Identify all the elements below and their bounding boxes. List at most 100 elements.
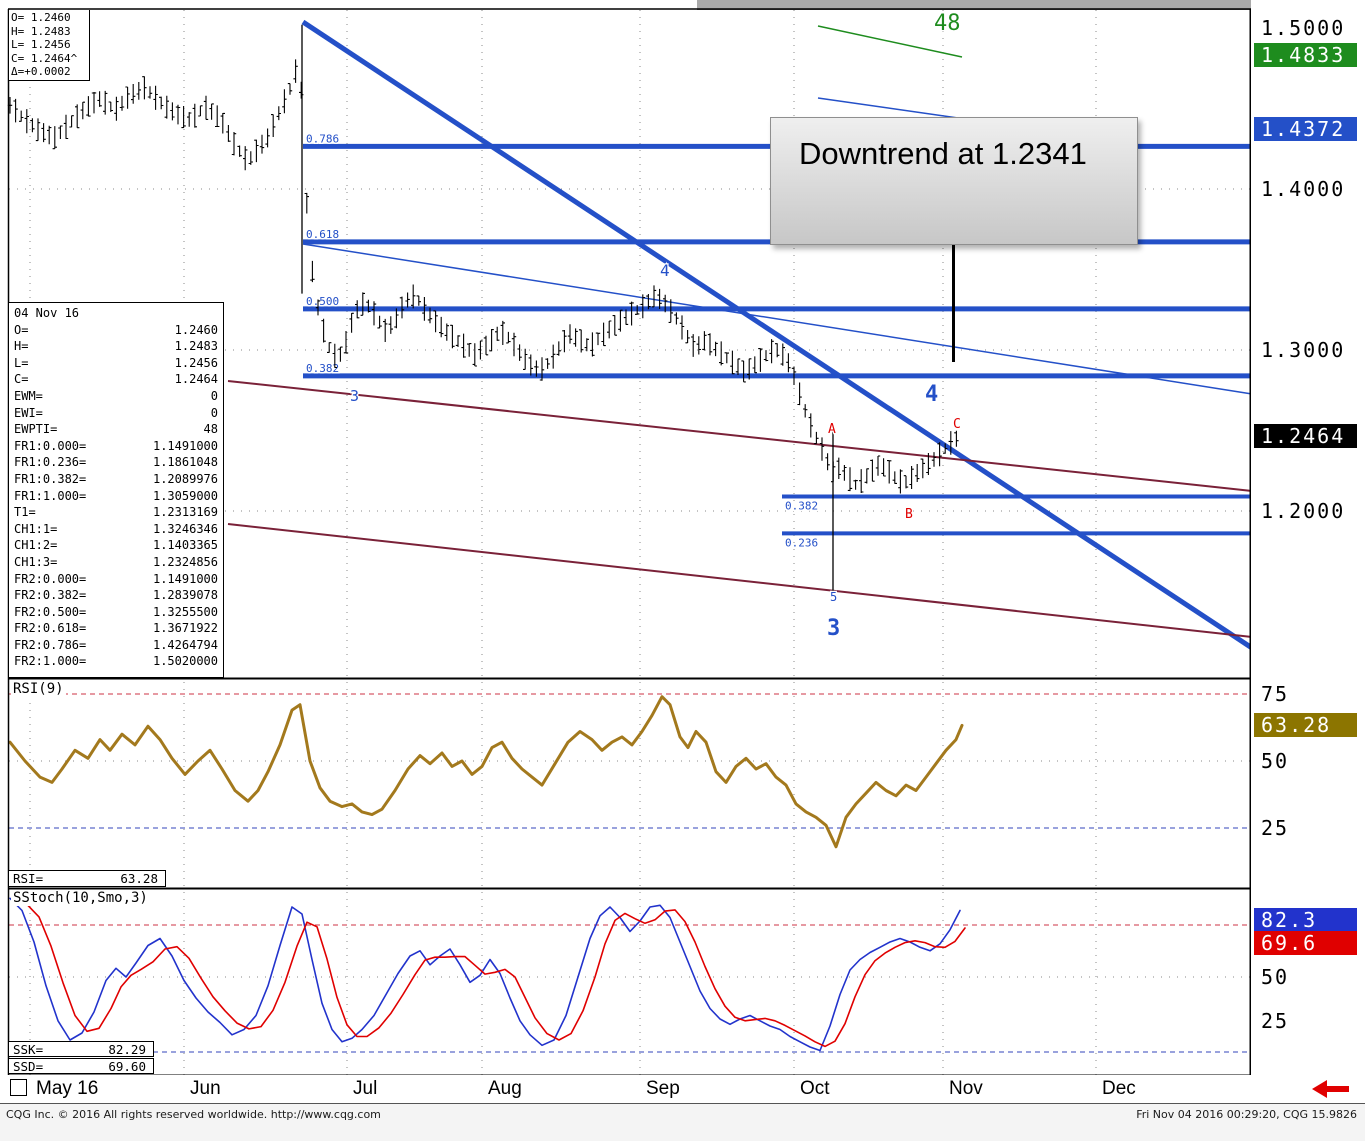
- price-axis-label-1.4000: 1.4000: [1261, 177, 1346, 201]
- price-axis-label-1.3000: 1.3000: [1261, 338, 1346, 362]
- info-box-row: FR1:0.382= 1.2089976: [9, 471, 223, 488]
- wave-label: B: [905, 507, 913, 522]
- downtrend-annotation[interactable]: Downtrend at 1.2341: [770, 117, 1138, 245]
- info-box-row: FR2:0.000= 1.1491000: [9, 571, 223, 588]
- trendline-minor-downtrend[interactable]: [302, 243, 1253, 395]
- stoch-axis-label-69.6: 69.6: [1254, 930, 1357, 955]
- info-box-row-value: 1.3255500: [152, 604, 218, 619]
- month-label-may-16[interactable]: May 16: [36, 1078, 99, 1099]
- info-box-row: L= 1.2456: [9, 355, 223, 372]
- price-axis-label-1.2000: 1.2000: [1261, 499, 1346, 523]
- footer-copyright: CQG Inc. © 2016 All rights reserved worl…: [6, 1108, 381, 1121]
- info-box-row-label: O=: [14, 322, 29, 337]
- info-box-row-label: FR1:0.236=: [14, 455, 87, 470]
- info-box-row-value: 1.2483: [174, 339, 218, 354]
- ohlc-line: Δ=+0.0002: [11, 65, 71, 78]
- info-box-row-value: 1.2464: [174, 372, 218, 387]
- rsi-value: 63.28: [120, 871, 158, 886]
- wave-label: 3: [350, 387, 359, 405]
- month-label-oct[interactable]: Oct: [800, 1078, 830, 1099]
- wave-label: 48: [934, 11, 961, 36]
- info-box-row: FR1:1.000= 1.3059000: [9, 488, 223, 505]
- stoch-ssd-box: SSD= 69.60: [8, 1058, 154, 1074]
- month-label-jun[interactable]: Jun: [190, 1078, 221, 1099]
- wave-label: C: [953, 417, 961, 432]
- info-box-row-label: FR2:0.500=: [14, 604, 87, 619]
- month-label-dec[interactable]: Dec: [1102, 1078, 1136, 1099]
- ohlc-line: C= 1.2464^: [11, 51, 78, 65]
- info-box-row: C= 1.2464: [9, 371, 223, 388]
- info-box-row: FR2:1.000= 1.5020000: [9, 653, 223, 670]
- wave-label: 3: [827, 616, 840, 641]
- ohlc-line: H= 1.2483: [11, 24, 71, 38]
- info-box-row: CH1:2= 1.1403365: [9, 537, 223, 554]
- fib-level-label: 0.786: [306, 132, 339, 145]
- month-label-aug[interactable]: Aug: [488, 1078, 522, 1099]
- info-box-row-value: 1.3671922: [152, 621, 218, 636]
- wave-label: 4: [925, 382, 938, 407]
- ohlc-overlay: O= 1.2460 H= 1.2483 L= 1.2456 C= 1.2464^ Δ=+…: [9, 10, 90, 81]
- info-box-row-label: EWM=: [14, 388, 43, 403]
- study-values-panel: 04 Nov 16 O= 1.2460 H= 1.2483 L= 1.2456 C= 1.246…: [8, 302, 224, 678]
- stoch-ssd-value: 69.60: [108, 1058, 146, 1074]
- wave-label: 5: [830, 590, 837, 604]
- trendline-major-downtrend[interactable]: [301, 19, 1254, 651]
- info-box-row: FR1:0.236= 1.1861048: [9, 454, 223, 471]
- info-box-row-label: C=: [14, 372, 29, 387]
- trendline-short-upper-blue[interactable]: [817, 97, 959, 119]
- footer: CQG Inc. © 2016 All rights reserved worl…: [0, 1103, 1365, 1141]
- info-box-row-value: 1.1491000: [152, 438, 218, 453]
- trendline-short-upper-green[interactable]: [817, 25, 963, 58]
- trendline-channel-lower[interactable]: [227, 523, 1253, 638]
- ohlc-line: L= 1.2456: [11, 38, 71, 51]
- fib-level-label: 0.382: [785, 500, 818, 513]
- rsi-value-box: RSI= 63.28: [8, 870, 166, 887]
- stoch-axis-label-50: 50: [1261, 965, 1290, 989]
- stoch-ssk-box: SSK= 82.29: [8, 1041, 154, 1057]
- info-box-row-label: FR1:0.382=: [14, 471, 87, 486]
- info-box-row-label: FR2:0.618=: [14, 621, 87, 636]
- info-box-row-value: 1.2324856: [152, 554, 218, 569]
- wave-label: A: [828, 422, 836, 437]
- info-box-row-value: 1.2089976: [152, 471, 218, 486]
- scroll-thumb-box[interactable]: [10, 1079, 27, 1096]
- ohlc-line: O= 1.2460: [11, 11, 71, 24]
- info-box-row: CH1:1= 1.3246346: [9, 521, 223, 538]
- info-box-row-label: EWI=: [14, 405, 43, 420]
- price-axis-label-1.4833: 1.4833: [1254, 42, 1357, 67]
- info-box-row-label: CH1:3=: [14, 554, 58, 569]
- fib-level-label: 0.500: [306, 295, 339, 308]
- info-box-row: H= 1.2483: [9, 338, 223, 355]
- trendline-channel-upper[interactable]: [227, 380, 1253, 492]
- info-box-row-value: 1.1491000: [152, 571, 218, 586]
- rsi-axis-label-50: 50: [1261, 749, 1290, 773]
- stoch-ssk-value: 82.29: [108, 1041, 146, 1057]
- month-label-nov[interactable]: Nov: [949, 1078, 983, 1099]
- price-axis-label-1.5000: 1.5000: [1261, 16, 1346, 40]
- month-label-sep[interactable]: Sep: [646, 1078, 680, 1099]
- info-box-row-label: FR2:1.000=: [14, 654, 87, 669]
- info-box-row-label: CH1:2=: [14, 538, 58, 553]
- info-box-row-label: FR2:0.786=: [14, 637, 87, 652]
- info-box-row-value: 1.1403365: [152, 538, 218, 553]
- info-box-row-label: FR2:0.000=: [14, 571, 87, 586]
- month-label-jul[interactable]: Jul: [353, 1078, 378, 1099]
- rsi-axis-label-63.28: 63.28: [1254, 713, 1357, 738]
- fib-level-label: 0.618: [306, 228, 339, 241]
- stoch-ssk-line: [9, 897, 961, 1052]
- info-box-row: FR2:0.618= 1.3671922: [9, 620, 223, 637]
- price-axis-label-1.2464: 1.2464: [1254, 424, 1357, 449]
- info-box-row: FR2:0.500= 1.3255500: [9, 604, 223, 621]
- time-axis: May 16 Jun Jul Aug Sep Oct Nov Dec: [0, 1075, 1365, 1103]
- scroll-left-arrow-icon[interactable]: [1312, 1080, 1358, 1098]
- stoch-ssk-label: SSK=: [13, 1041, 44, 1057]
- info-box-row-label: H=: [14, 339, 29, 354]
- arrow-tail: [1325, 1086, 1349, 1092]
- info-box-row-label: T1=: [14, 505, 36, 520]
- stoch-axis-label-25: 25: [1261, 1008, 1290, 1033]
- annotation-pointer-line: [952, 245, 955, 362]
- info-box-row-label: FR1:1.000=: [14, 488, 87, 503]
- footer-timestamp: Fri Nov 04 2016 00:29:20, CQG 15.9826: [1136, 1108, 1357, 1121]
- info-box-row: O= 1.2460: [9, 322, 223, 339]
